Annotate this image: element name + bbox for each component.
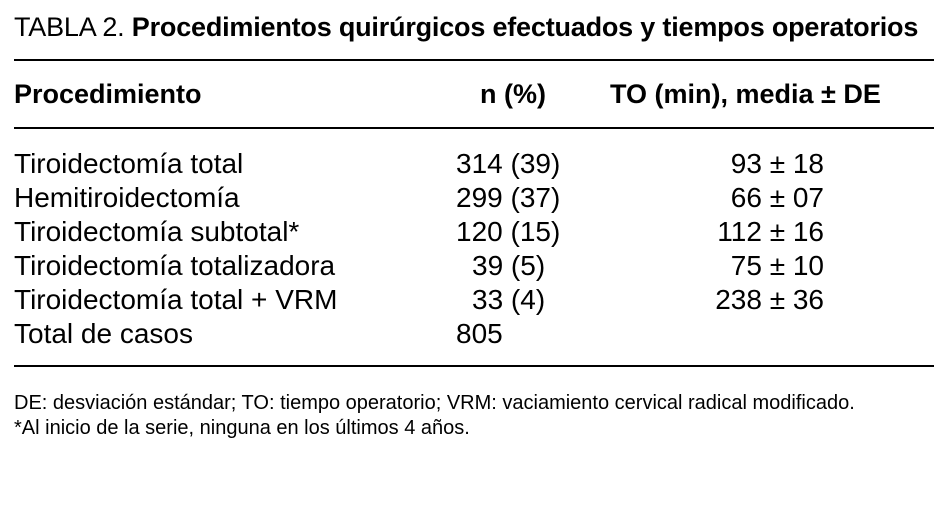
table-label: TABLA 2. <box>14 12 125 42</box>
cell-procedure: Hemitiroidectomía <box>14 182 240 213</box>
table-row: Tiroidectomía subtotal* 120 (15) 112 ± 1… <box>14 215 938 249</box>
cell-n: 120 (15) <box>456 216 561 247</box>
footnote-abbreviations: DE: desviación estándar; TO: tiempo oper… <box>14 392 855 414</box>
cell-n: 299 (37) <box>456 182 561 213</box>
table-title-text: Procedimientos quirúrgicos efectuados y … <box>131 12 919 42</box>
table-row: Total de casos 805 <box>14 317 938 351</box>
table-title: TABLA 2. Procedimientos quirúrgicos efec… <box>14 12 938 43</box>
table-row: Hemitiroidectomía 299 (37) 66 ± 07 <box>14 181 938 215</box>
table-header-row: Procedimiento n (%) TO (min), media ± DE <box>14 61 938 127</box>
table-row: Tiroidectomía totalizadora 39 (5) 75 ± 1… <box>14 249 938 283</box>
cell-procedure: Tiroidectomía totalizadora <box>14 250 336 281</box>
cell-to: 93 ± 18 <box>730 148 824 179</box>
header-to: TO (min), media ± DE <box>610 79 881 109</box>
cell-to: 75 ± 10 <box>730 250 824 281</box>
cell-procedure: Tiroidectomía total + VRM <box>14 284 338 315</box>
cell-to: 238 ± 36 <box>715 284 824 315</box>
cell-n: 33 (4) <box>472 284 546 315</box>
cell-n: 314 (39) <box>456 148 561 179</box>
header-rule <box>14 127 934 129</box>
header-n: n (%) <box>480 79 546 109</box>
top-rule <box>14 59 934 61</box>
table-row: Tiroidectomía total 314 (39) 93 ± 18 <box>14 147 938 181</box>
bottom-rule <box>14 365 934 367</box>
cell-procedure: Tiroidectomía total <box>14 148 244 179</box>
table-row: Tiroidectomía total + VRM 33 (4) 238 ± 3… <box>14 283 938 317</box>
footnote-asterisk: *Al inicio de la serie, ninguna en los ú… <box>14 417 470 439</box>
cell-n: 805 <box>456 318 503 349</box>
table-body: Tiroidectomía total 314 (39) 93 ± 18 Hem… <box>14 129 938 365</box>
table-figure: TABLA 2. Procedimientos quirúrgicos efec… <box>14 12 938 441</box>
cell-procedure: Total de casos <box>14 318 193 349</box>
cell-n: 39 (5) <box>472 250 546 281</box>
cell-procedure: Tiroidectomía subtotal* <box>14 216 300 247</box>
cell-to: 112 ± 16 <box>717 216 824 247</box>
cell-to: 66 ± 07 <box>730 182 824 213</box>
header-procedure: Procedimiento <box>14 79 202 109</box>
table-footnotes: DE: desviación estándar; TO: tiempo oper… <box>14 391 938 441</box>
